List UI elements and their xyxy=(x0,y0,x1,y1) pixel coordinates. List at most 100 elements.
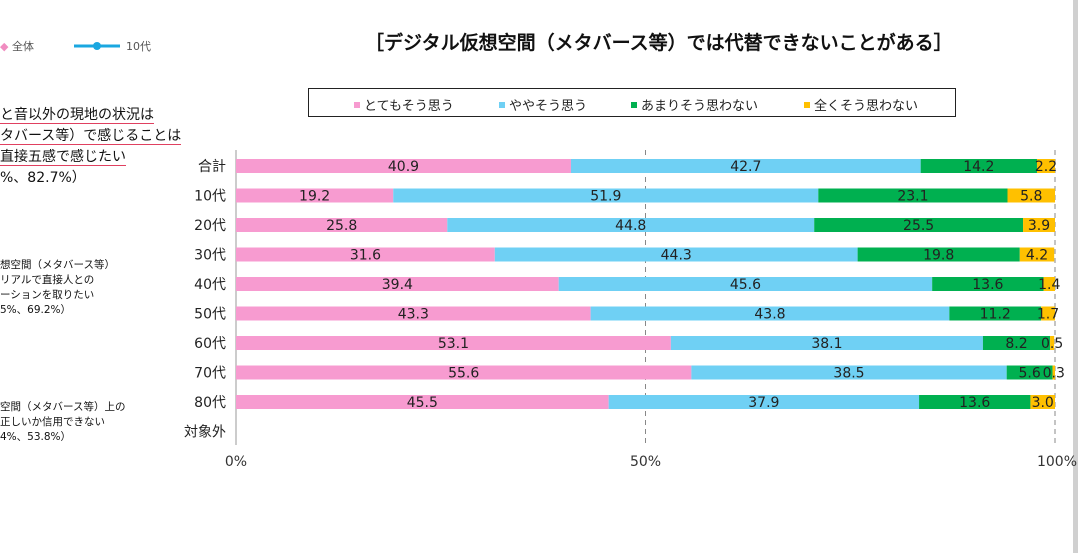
category-label: 30代 xyxy=(194,248,226,264)
bar-segment xyxy=(818,188,1008,203)
bar-segment xyxy=(236,336,671,350)
bar-segment xyxy=(1007,188,1055,203)
bar-segment xyxy=(393,188,819,203)
bar-segment xyxy=(919,395,1031,409)
data-label: 1.4 xyxy=(1038,277,1060,293)
data-label: 19.2 xyxy=(299,189,330,205)
bar-segment xyxy=(1023,218,1055,232)
legend-item: ややそう思う xyxy=(499,95,587,114)
bar-segment xyxy=(1052,365,1055,380)
data-label: 38.1 xyxy=(811,336,842,352)
bar-segment xyxy=(949,306,1042,321)
category-label: 合計 xyxy=(198,159,226,175)
legend-label: とてもそう思う xyxy=(364,99,454,114)
scrollbar[interactable] xyxy=(1073,0,1078,553)
left-legend-10s: 10代 xyxy=(74,38,151,54)
category-label: 70代 xyxy=(194,366,226,382)
bar-segment xyxy=(236,277,559,291)
data-label: 11.2 xyxy=(980,307,1011,323)
legend-item: あまりそう思わない xyxy=(631,95,758,114)
legend-item: とてもそう思う xyxy=(354,95,454,114)
legend-label: ややそう思う xyxy=(509,99,588,114)
bar-segment xyxy=(236,247,495,262)
data-label: 4.2 xyxy=(1026,248,1048,264)
chart-legend: とてもそう思う ややそう思う あまりそう思わない 全くそう思わない xyxy=(308,88,956,117)
data-label: 38.5 xyxy=(833,366,864,382)
note-line: 想空間（メタバース等） xyxy=(0,259,115,271)
bar-segment xyxy=(447,218,815,232)
legend-swatch xyxy=(354,101,360,108)
note-2: 想空間（メタバース等） リアルで直接人との ーションを取りたい 5%、69.2%… xyxy=(0,258,115,318)
note-line: 4%、53.8%） xyxy=(0,431,72,443)
legend-label: あまりそう思わない xyxy=(641,99,759,114)
category-label: 50代 xyxy=(194,307,226,323)
bar-segment xyxy=(236,159,571,173)
bar-segment xyxy=(1043,277,1055,291)
data-label: 0.3 xyxy=(1043,366,1065,382)
note-line: 5%、69.2%） xyxy=(0,304,72,316)
bar-segment xyxy=(236,218,448,232)
x-tick-label: 50% xyxy=(630,454,661,470)
data-label: 19.8 xyxy=(923,248,954,264)
note-line: 直接五感で感じたい xyxy=(0,149,126,166)
x-tick-label: 100% xyxy=(1037,454,1077,470)
data-label: 55.6 xyxy=(448,366,479,382)
bar-segment xyxy=(982,336,1051,350)
legend-label: 全体 xyxy=(11,40,34,53)
note-line: 空間（メタバース等）上の xyxy=(0,401,126,413)
note-1: と音以外の現地の状況は タバース等）で感じることは 直接五感で感じたい %、82… xyxy=(0,105,182,189)
bar-segment xyxy=(570,159,921,173)
data-label: 53.1 xyxy=(438,336,469,352)
note-line: と音以外の現地の状況は xyxy=(0,107,154,124)
data-label: 44.3 xyxy=(661,248,692,264)
bar-segment xyxy=(920,159,1037,173)
data-label: 51.9 xyxy=(590,189,621,205)
data-label: 31.6 xyxy=(350,248,381,264)
data-label: 13.6 xyxy=(972,277,1003,293)
bar-segment xyxy=(857,247,1020,262)
data-label: 13.6 xyxy=(959,395,990,411)
category-label: 10代 xyxy=(194,189,226,205)
data-label: 5.8 xyxy=(1020,189,1042,205)
note-3: 空間（メタバース等）上の 正しいか信用できない 4%、53.8%） xyxy=(0,400,125,445)
bar-segment xyxy=(236,395,609,409)
legend-item: 全くそう思わない xyxy=(804,95,918,114)
data-label: 3.9 xyxy=(1028,218,1050,234)
category-label: 80代 xyxy=(194,395,226,411)
category-label: 対象外 xyxy=(184,425,226,441)
data-label: 45.6 xyxy=(730,277,761,293)
data-label: 14.2 xyxy=(963,159,994,175)
data-label: 40.9 xyxy=(388,159,419,175)
data-label: 43.3 xyxy=(398,307,429,323)
bar-segment xyxy=(236,365,692,380)
data-label: 45.5 xyxy=(407,395,438,411)
data-label: 43.8 xyxy=(754,307,785,323)
data-label: 44.8 xyxy=(615,218,646,234)
note-line: 正しいか信用できない xyxy=(0,416,105,428)
bar-segment xyxy=(608,395,920,409)
note-line: ーションを取りたい xyxy=(0,289,95,301)
bar-segment xyxy=(1050,336,1055,350)
bar-segment xyxy=(1041,306,1055,321)
category-label: 40代 xyxy=(194,277,226,293)
data-label: 1.7 xyxy=(1037,307,1059,323)
bar-segment xyxy=(236,188,394,203)
data-label: 8.2 xyxy=(1005,336,1027,352)
bar-segment xyxy=(236,306,591,321)
line-marker-icon xyxy=(74,42,120,50)
data-label: 3.0 xyxy=(1032,395,1054,411)
left-legend-total: ◆ 全体 xyxy=(0,40,34,53)
bar-segment xyxy=(1019,247,1055,262)
legend-swatch xyxy=(804,101,810,108)
bar-segment xyxy=(494,247,858,262)
data-label: 37.9 xyxy=(748,395,779,411)
chart-title: ［デジタル仮想空間（メタバース等）では代替できないことがある］ xyxy=(365,32,953,54)
note-line: リアルで直接人との xyxy=(0,274,95,286)
data-label: 25.8 xyxy=(326,218,357,234)
bar-segment xyxy=(1030,395,1055,409)
note-line: %、82.7%） xyxy=(0,170,86,186)
legend-label: 全くそう思わない xyxy=(814,99,919,114)
legend-swatch xyxy=(499,101,505,108)
data-label: 5.6 xyxy=(1018,366,1040,382)
